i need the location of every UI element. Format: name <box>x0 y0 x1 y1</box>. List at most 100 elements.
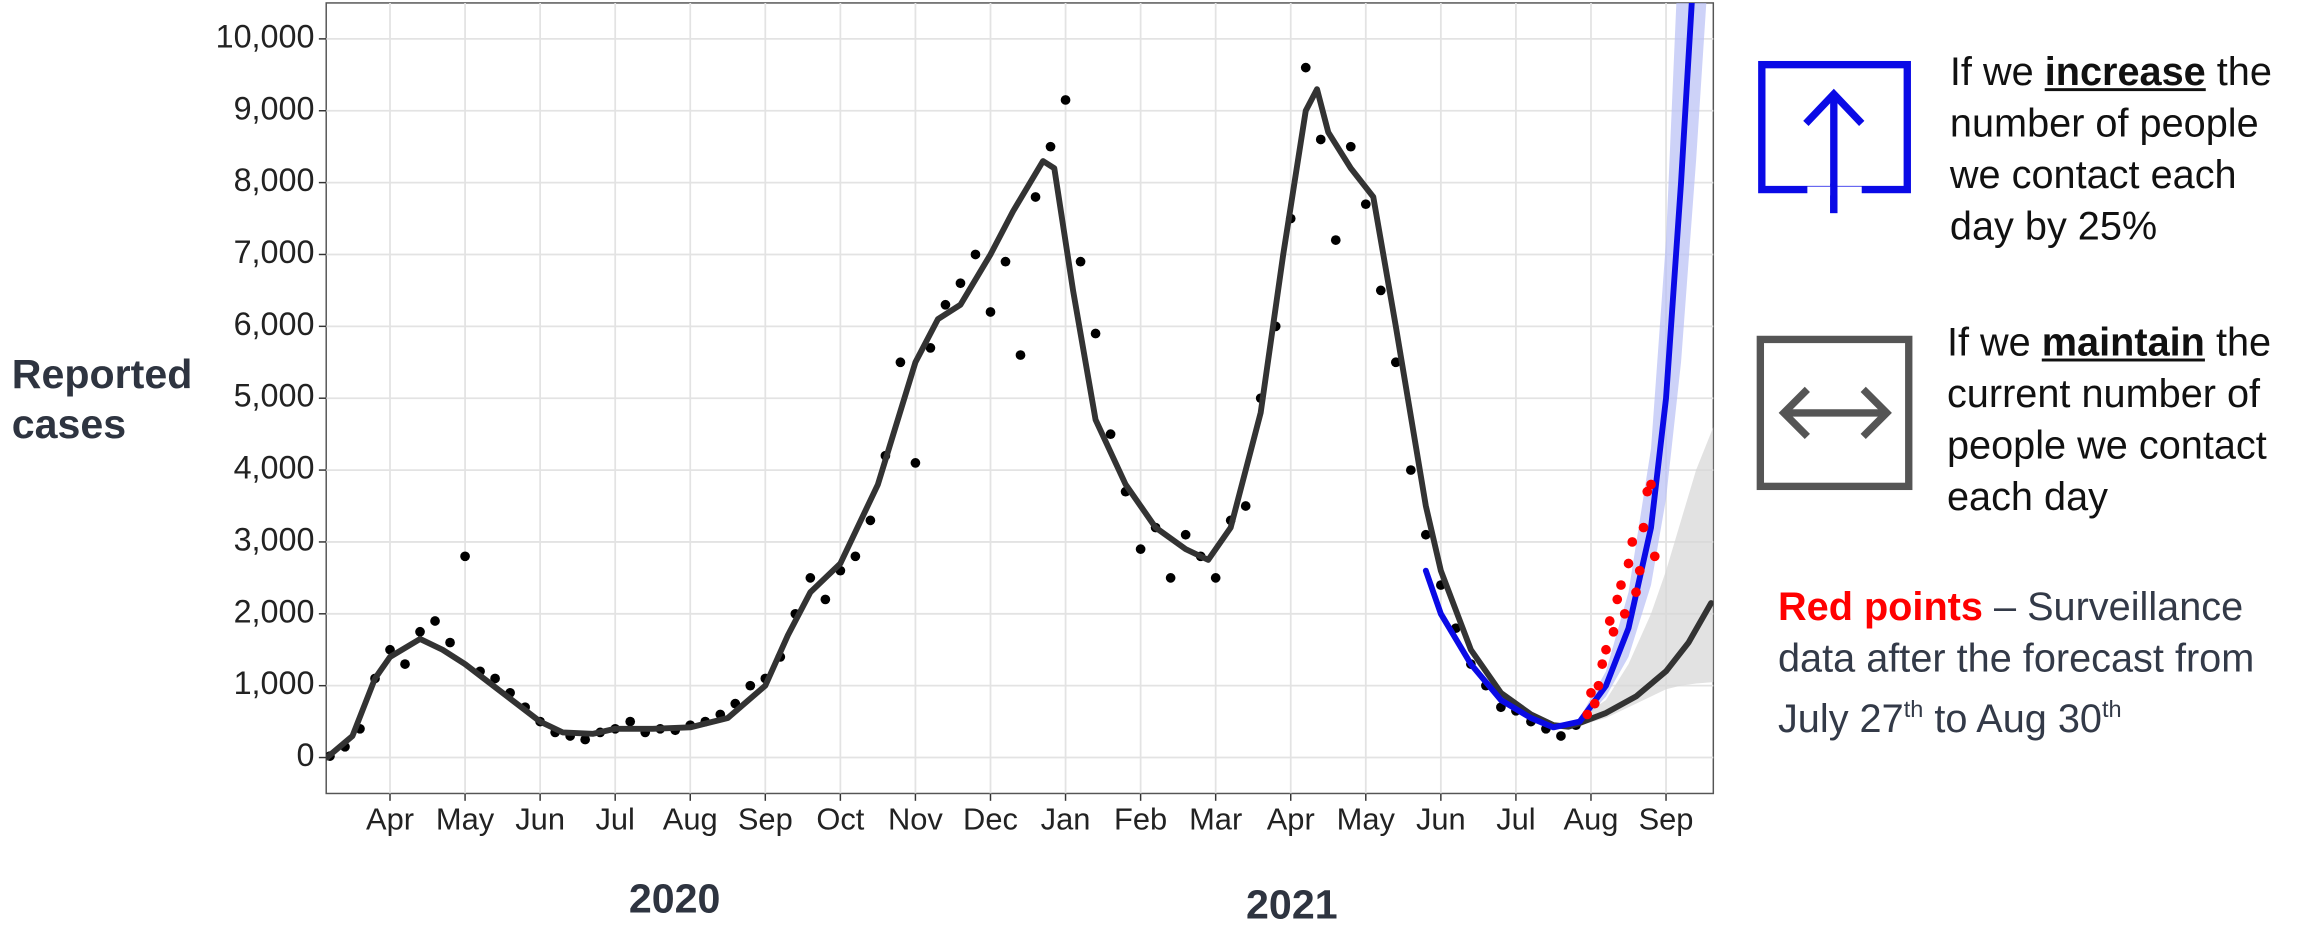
data-point <box>1649 551 1660 562</box>
annotation-text: the current number of people we contact … <box>1946 320 2272 519</box>
data-point <box>805 573 816 583</box>
data-point <box>400 659 410 669</box>
marks <box>326 2 1714 761</box>
data-point <box>1000 256 1011 267</box>
data-point <box>940 299 951 310</box>
data-point <box>1210 573 1221 583</box>
data-point <box>1135 544 1146 554</box>
y-tick-label: 7,000 <box>234 234 315 270</box>
x-tick-label: Aug <box>1564 802 1619 837</box>
data-point <box>1616 580 1626 590</box>
year-label: 2020 <box>628 875 721 922</box>
y-tick-label: 10,000 <box>216 18 315 54</box>
data-point <box>1030 192 1041 202</box>
y-tick-label: 1,000 <box>234 665 315 701</box>
data-point <box>895 357 906 368</box>
data-point <box>1604 616 1615 626</box>
y-tick-label: 5,000 <box>234 378 315 414</box>
icon-arrow-head <box>1860 386 1892 440</box>
data-point <box>1165 573 1176 583</box>
x-tick-label: Dec <box>963 802 1018 837</box>
series-line <box>1422 2 1695 731</box>
icon-arrow-head <box>1803 88 1865 126</box>
note-highlight: Red points <box>1777 584 1983 629</box>
year-label: 2021 <box>1246 881 1338 928</box>
data-point <box>1597 659 1608 669</box>
data-point <box>1375 285 1386 296</box>
x-tick-label: Apr <box>366 802 414 837</box>
data-point <box>1623 558 1634 569</box>
data-point <box>1638 522 1649 533</box>
data-point <box>580 734 591 745</box>
data-point <box>415 626 425 637</box>
data-point <box>1556 731 1566 741</box>
note-sup: th <box>2101 697 2122 723</box>
x-tick-label: Mar <box>1189 802 1242 837</box>
annotation-text: If we <box>1946 320 2042 365</box>
x-tick-label: Sep <box>1639 802 1694 837</box>
data-point <box>1330 235 1341 245</box>
note-text: to Aug 30 <box>1923 696 2102 741</box>
note-text: – Surveillance data after the forecast f… <box>1777 584 2255 741</box>
data-point <box>1240 501 1251 511</box>
data-point <box>820 594 831 605</box>
annotation-emphasis: maintain <box>2041 320 2205 365</box>
icon-box <box>1756 335 1913 491</box>
annotation-text: If we <box>1949 49 2045 95</box>
y-tick-label: 4,000 <box>234 450 315 486</box>
y-tick-label: 9,000 <box>234 90 315 126</box>
data-point <box>1608 626 1619 637</box>
data-point <box>970 249 981 260</box>
data-point <box>1105 429 1116 439</box>
data-point <box>1015 350 1026 360</box>
x-tick-label: Jun <box>1416 802 1466 837</box>
data-point <box>490 673 500 684</box>
data-point <box>445 637 455 648</box>
series-line <box>326 86 1714 761</box>
data-point <box>1300 62 1311 73</box>
data-point <box>865 515 876 526</box>
data-point <box>625 716 636 727</box>
data-point <box>1390 357 1401 368</box>
x-tick-label: May <box>1337 802 1396 837</box>
maintain-icon <box>1756 335 1913 491</box>
annotation: If we increase the number of people we c… <box>1950 47 2303 253</box>
x-tick-label: Jul <box>1496 802 1535 837</box>
data-point <box>430 616 440 626</box>
y-tick-label: 2,000 <box>234 593 315 629</box>
data-point <box>985 307 996 317</box>
data-point <box>1060 95 1071 105</box>
data-point <box>1345 141 1356 152</box>
y-tick-label: 6,000 <box>234 306 315 342</box>
data-point <box>850 551 861 562</box>
data-point <box>1631 587 1641 598</box>
data-point <box>1420 529 1431 540</box>
data-point <box>1315 134 1326 145</box>
x-tick-label: Jun <box>515 802 565 837</box>
y-tick-label: 8,000 <box>234 162 315 198</box>
data-point <box>1075 256 1086 267</box>
data-point <box>1646 479 1656 490</box>
data-point <box>1582 709 1593 720</box>
y-tick-label: 0 <box>296 737 314 773</box>
data-point <box>1619 608 1630 619</box>
data-point <box>745 680 756 691</box>
data-point <box>1634 565 1645 576</box>
data-point <box>1642 486 1653 497</box>
data-point <box>1090 328 1101 339</box>
annotation: If we maintain the current number of peo… <box>1947 317 2303 523</box>
data-point <box>955 278 966 289</box>
x-tick-label: Apr <box>1267 802 1315 837</box>
x-tick-label: Nov <box>888 802 943 837</box>
data-point <box>925 343 936 353</box>
data-point <box>1586 688 1596 698</box>
forecast-band <box>1579 2 1707 726</box>
data-point <box>1612 594 1623 605</box>
note: Red points – Surveillance data after the… <box>1778 582 2300 745</box>
x-tick-label: Jan <box>1041 802 1091 837</box>
grid <box>326 2 1714 794</box>
data-point <box>1627 537 1638 547</box>
